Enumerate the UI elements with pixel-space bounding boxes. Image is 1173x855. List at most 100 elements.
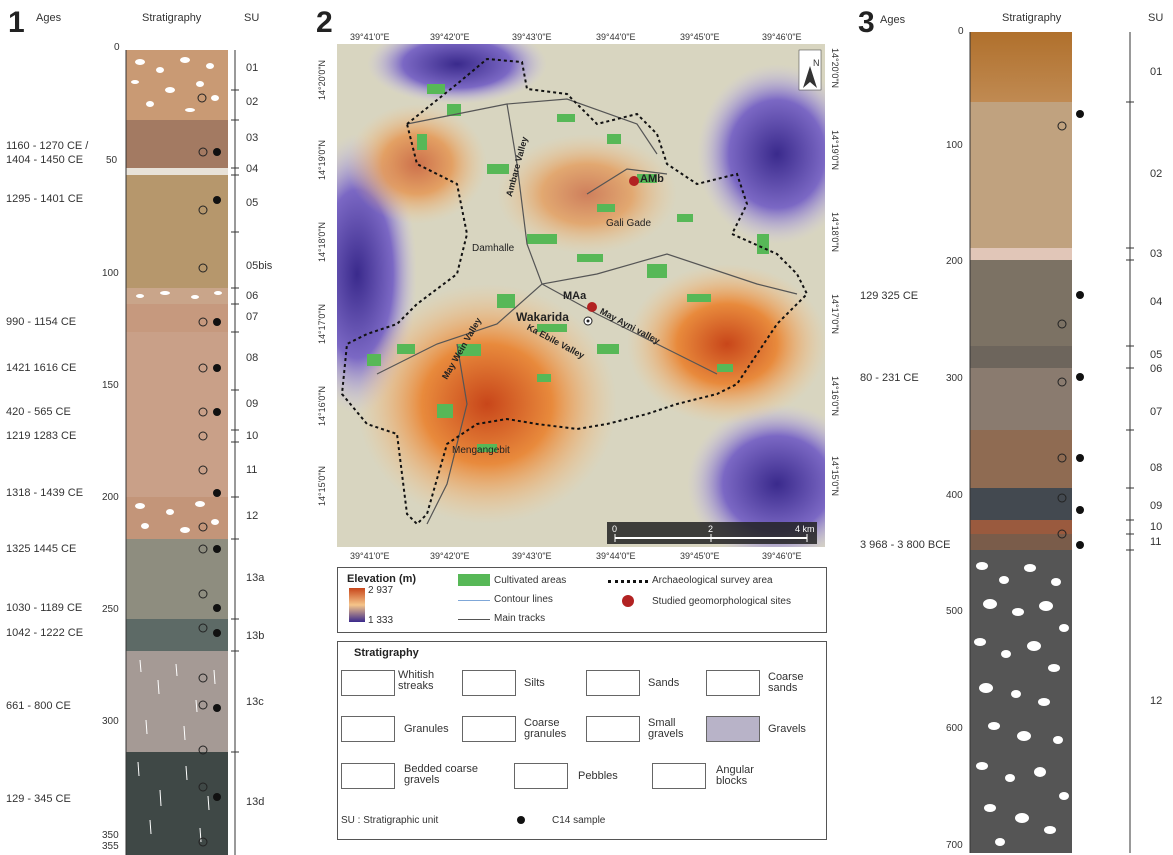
map-lon-top: 39°46'0"E xyxy=(762,32,802,42)
p3-su: 10 xyxy=(1150,521,1163,533)
strat-swatch-sands xyxy=(586,670,640,696)
p1-depth-0: 0 xyxy=(114,42,120,53)
p3-layer-09 xyxy=(970,488,1072,520)
site-maa xyxy=(587,302,597,312)
strat-label: Silts xyxy=(524,677,545,689)
p3-pebble-texture xyxy=(974,562,1069,846)
strat-label: Coarse sands xyxy=(768,671,804,694)
legend-contour-swatch xyxy=(458,600,490,601)
place-amb: AMb xyxy=(640,173,664,185)
p1-age: 1030 - 1189 CE xyxy=(6,602,83,614)
p3-su: 11 xyxy=(1150,536,1162,548)
p1-su: 12 xyxy=(246,510,259,522)
map-lon-top: 39°45'0"E xyxy=(680,32,720,42)
strat-su-note: SU : Stratigraphic unit xyxy=(341,815,439,826)
strat-label: Pebbles xyxy=(578,770,618,782)
legend-contours: Contour lines xyxy=(494,594,553,605)
p3-layer-10 xyxy=(970,520,1072,534)
north-label: N xyxy=(813,58,820,68)
scale-0: 0 xyxy=(612,524,618,534)
place-wakarida: Wakarida xyxy=(516,310,569,324)
p1-age: 1295 - 1401 CE xyxy=(6,193,84,205)
strat-swatch-coarse-sands xyxy=(706,670,760,696)
p1-depth-355: 355 xyxy=(102,841,119,852)
p1-layer-13d xyxy=(126,752,228,855)
legend-elev-min: 1 333 xyxy=(368,615,394,626)
legend-site-icon xyxy=(622,595,634,607)
p3-layer-07 xyxy=(970,368,1072,430)
map-lat-left: 14°16'0"N xyxy=(317,385,327,426)
p1-depth-150: 150 xyxy=(102,380,119,391)
legend-tracks: Main tracks xyxy=(494,613,546,624)
p1-su: 01 xyxy=(246,62,259,74)
p3-su: 02 xyxy=(1150,168,1163,180)
p1-layer-08-11 xyxy=(126,332,228,497)
map-lon-bottom: 39°41'0"E xyxy=(350,551,390,561)
p3-depth-700: 700 xyxy=(946,840,963,851)
panel-1-ages-header: Ages xyxy=(36,12,62,24)
p1-su: 07 xyxy=(246,311,259,323)
p3-layer-03 xyxy=(970,248,1072,260)
p1-age: 420 - 565 CE xyxy=(6,406,71,418)
legend-cultivated: Cultivated areas xyxy=(494,575,567,586)
map-lon-top: 39°44'0"E xyxy=(596,32,636,42)
place-mengangebit: Mengangebit xyxy=(452,445,510,456)
panel-2-number: 2 xyxy=(316,6,333,39)
p3-depth-300: 300 xyxy=(946,373,963,384)
survey-area-boundary xyxy=(340,57,809,526)
strat-swatch-silts xyxy=(462,670,516,696)
panel-1-number: 1 xyxy=(8,6,25,39)
strat-swatch-pebbles xyxy=(514,763,568,789)
p3-age: 129 325 CE xyxy=(860,290,919,302)
p3-depth-0: 0 xyxy=(958,26,964,37)
strat-label: Small gravels xyxy=(648,717,684,740)
strat-swatch-angular-blocks xyxy=(652,763,706,789)
panel-3-ages-header: Ages xyxy=(880,14,906,26)
panel-1-su-header: SU xyxy=(244,12,260,24)
map-lat-right: 14°20'0"N xyxy=(830,48,840,89)
p3-depth-400: 400 xyxy=(946,490,963,501)
map-lon-bottom: 39°44'0"E xyxy=(596,551,636,561)
panel-3-stratigraphy-header: Stratigraphy xyxy=(1002,12,1062,24)
map-legend-box xyxy=(337,567,827,633)
p1-su: 13d xyxy=(246,796,265,808)
legend-tracks-swatch xyxy=(458,619,490,620)
p3-su: 04 xyxy=(1150,296,1163,308)
strat-label: Angular blocks xyxy=(716,764,754,787)
p3-su: 09 xyxy=(1150,500,1163,512)
p1-layer-04 xyxy=(126,168,228,175)
p1-su: 06 xyxy=(246,290,259,302)
p1-age: 1318 - 1439 CE xyxy=(6,487,84,499)
strat-label: Bedded coarse gravels xyxy=(404,763,478,786)
p1-age: 1404 - 1450 CE xyxy=(6,154,84,166)
p3-layer-02 xyxy=(970,102,1072,248)
legend-sites: Studied geomorphological sites xyxy=(652,596,791,607)
map-lat-left: 14°15'0"N xyxy=(317,465,327,506)
panel-1-stratigraphy-header: Stratigraphy xyxy=(142,12,202,24)
place-gali-gade: Gali Gade xyxy=(606,218,652,229)
p3-su: 08 xyxy=(1150,462,1163,474)
p1-depth-100: 100 xyxy=(102,268,119,279)
p1-depth-350: 350 xyxy=(102,830,119,841)
legend-survey-swatch xyxy=(608,580,648,583)
p1-su: 05bis xyxy=(246,260,273,272)
p1-open-samples xyxy=(197,93,208,847)
p3-layer-05-06 xyxy=(970,346,1072,368)
p1-age: 129 - 345 CE xyxy=(6,793,71,805)
p1-c14-samples xyxy=(213,148,221,801)
map-lat-right: 14°16'0"N xyxy=(830,376,840,417)
p1-depth-300: 300 xyxy=(102,716,119,727)
p3-c14-samples xyxy=(1076,110,1084,549)
site-amb xyxy=(629,176,639,186)
main-tracks xyxy=(376,98,798,525)
p1-pebble-texture xyxy=(131,57,222,533)
p3-layer-04 xyxy=(970,260,1072,346)
place-maa: MAa xyxy=(563,290,587,302)
north-arrow-icon xyxy=(803,66,817,88)
scale-2: 2 xyxy=(708,524,714,534)
p3-su: 06 xyxy=(1150,363,1163,375)
p1-su: 03 xyxy=(246,132,259,144)
strat-legend-title: Stratigraphy xyxy=(354,647,419,659)
strat-swatch-coarse-granules xyxy=(462,716,516,742)
map-lat-left: 14°17'0"N xyxy=(317,303,327,344)
